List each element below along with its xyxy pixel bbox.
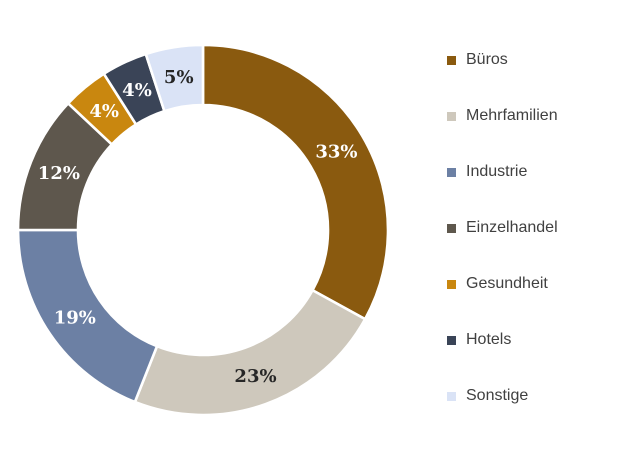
slice-data-label: 12% xyxy=(38,163,80,184)
slice-data-label: 19% xyxy=(54,307,96,328)
slice-data-label: 4% xyxy=(122,80,152,101)
legend-item-label: Einzelhandel xyxy=(466,219,558,236)
legend-item: Industrie xyxy=(447,144,558,200)
legend-color-swatch-icon xyxy=(447,167,456,177)
legend-item-label: Sonstige xyxy=(466,387,529,404)
slice-data-label: 5% xyxy=(164,67,194,88)
legend-color-swatch-icon xyxy=(447,335,456,345)
legend-color-swatch-icon xyxy=(447,279,456,289)
donut-slice xyxy=(201,43,390,321)
donut-slice xyxy=(133,288,367,417)
legend-color-swatch-icon xyxy=(447,391,456,401)
legend-item: Gesundheit xyxy=(447,256,558,312)
legend-color-swatch-icon xyxy=(447,223,456,233)
legend-item-label: Büros xyxy=(466,51,508,68)
legend-item-label: Mehrfamilien xyxy=(466,107,558,124)
legend-color-swatch-icon xyxy=(447,111,456,121)
legend-item: Mehrfamilien xyxy=(447,88,558,144)
legend-item-label: Hotels xyxy=(466,331,512,348)
legend-item-label: Gesundheit xyxy=(466,275,548,292)
legend-item: Sonstige xyxy=(447,368,558,424)
legend-item: Einzelhandel xyxy=(447,200,558,256)
slice-data-label: 33% xyxy=(315,141,357,162)
legend-item: Hotels xyxy=(447,312,558,368)
legend-item: Büros xyxy=(447,32,558,88)
slice-data-label: 4% xyxy=(89,101,119,122)
slice-data-label: 23% xyxy=(234,366,276,387)
legend-color-swatch-icon xyxy=(447,55,456,65)
donut-slice xyxy=(144,43,205,113)
legend-item-label: Industrie xyxy=(466,163,528,180)
chart-legend: Büros Mehrfamilien Industrie Einzelhandel Ge… xyxy=(447,32,558,424)
